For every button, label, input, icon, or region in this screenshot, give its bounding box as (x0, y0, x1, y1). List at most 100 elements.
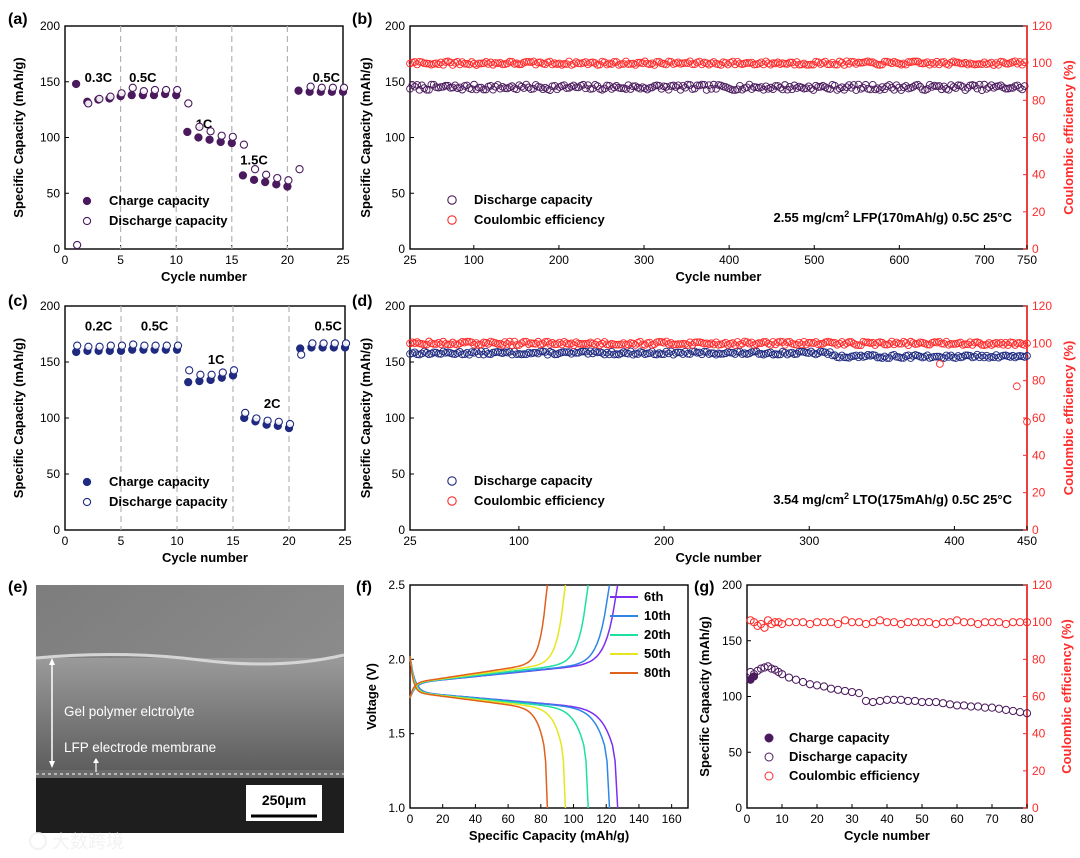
x-tick-label: 400 (719, 253, 739, 267)
discharge-point (184, 99, 193, 108)
coulombic-efficiency-point (999, 340, 1008, 349)
discharge-point (970, 352, 979, 361)
discharge-point (531, 81, 540, 89)
coulombic-efficiency-point (472, 61, 481, 69)
coulombic-efficiency-point (747, 58, 756, 67)
coulombic-efficiency-point (963, 340, 972, 349)
coulombic-efficiency-point (733, 58, 742, 66)
coulombic-efficiency-point (945, 618, 955, 627)
discharge-point (550, 350, 559, 359)
coulombic-efficiency-point (709, 58, 718, 66)
discharge-point (954, 81, 963, 90)
coulombic-efficiency-point (463, 337, 471, 346)
coulombic-efficiency-point (413, 338, 421, 346)
discharge-point (117, 341, 127, 350)
coulombic-efficiency-point (560, 337, 569, 346)
discharge-point (861, 352, 870, 361)
coulombic-efficiency-point (925, 60, 934, 69)
discharge-point (662, 83, 671, 91)
discharge-point (931, 697, 941, 707)
discharge-point (422, 85, 431, 94)
charge-point (194, 133, 203, 142)
discharge-point (643, 85, 652, 94)
discharge-point (529, 349, 538, 357)
discharge-point (572, 349, 580, 357)
discharge-point (821, 348, 830, 357)
discharge-point (883, 354, 891, 362)
y-tick-label: 50 (729, 745, 743, 759)
charge-point (749, 672, 759, 681)
discharge-point (95, 94, 104, 104)
discharge-point (674, 81, 683, 90)
coulombic-efficiency-point (498, 340, 507, 349)
discharge-point (541, 83, 550, 92)
coulombic-efficiency-point (1001, 619, 1011, 629)
discharge-point (669, 81, 678, 90)
discharge-point (308, 339, 317, 348)
discharge-point (932, 352, 941, 361)
discharge-point (776, 83, 785, 92)
discharge-point (517, 350, 526, 359)
coulombic-efficiency-point (792, 58, 801, 66)
discharge-point (781, 81, 789, 89)
discharge-point (676, 348, 685, 357)
x-axis-title: Cycle number (676, 550, 762, 565)
coulombic-efficiency-point (434, 60, 443, 69)
discharge-point (892, 352, 901, 361)
coulombic-efficiency-point (937, 339, 946, 348)
discharge-point (866, 85, 875, 94)
coulombic-efficiency-point (728, 57, 737, 66)
discharge-point (777, 670, 787, 679)
rate-label: 1C (208, 352, 225, 367)
coulombic-efficiency-point (1022, 618, 1032, 627)
legend-label-discharge: Discharge capacity (474, 473, 593, 488)
x-tick-label: 5 (117, 253, 124, 267)
coulombic-efficiency-point (622, 340, 630, 349)
coulombic-efficiency-point (875, 616, 885, 625)
discharge-point (738, 85, 747, 94)
discharge-point (72, 240, 82, 250)
coulombic-efficiency-point (923, 340, 932, 349)
discharge-point (195, 122, 204, 131)
y-axis-title: Specific Capacity (mAh/g) (11, 57, 26, 217)
coulombic-efficiency-point (997, 338, 1005, 347)
discharge-point (757, 83, 766, 91)
legend-label-ce: Coulombic efficiency (789, 768, 921, 783)
x-tick-label: 80 (534, 812, 548, 826)
discharge-point (413, 81, 421, 89)
x-tick-label: 25 (403, 534, 417, 548)
discharge-point (924, 697, 934, 707)
discharge-point (510, 347, 519, 356)
discharge-point (999, 351, 1008, 360)
coulombic-efficiency-point (584, 60, 592, 69)
coulombic-efficiency-point (989, 61, 998, 69)
legend-marker-charge (82, 477, 92, 487)
coulombic-efficiency-point (693, 338, 701, 347)
coulombic-efficiency-point (909, 57, 917, 66)
coulombic-efficiency-point (638, 59, 647, 68)
discharge-point (612, 82, 621, 90)
coulombic-efficiency-point (885, 340, 894, 348)
coulombic-efficiency-point (800, 59, 808, 68)
discharge-point (285, 419, 295, 429)
coulombic-efficiency-point (783, 338, 792, 346)
legend-marker-charge (764, 733, 774, 743)
discharge-point (966, 702, 976, 711)
discharge-point (455, 83, 464, 92)
discharge-point (162, 341, 171, 350)
discharge-point (910, 696, 920, 706)
discharge-point (975, 80, 984, 89)
discharge-point (1020, 82, 1029, 90)
panel-f: 0 20 40 60 80 100 120 140 160 1.0 1.5 2.0 2.5 Specifi… (364, 578, 689, 843)
discharge-point (693, 348, 701, 357)
y2-tick-label: 60 (1032, 690, 1046, 704)
discharge-point (1006, 84, 1015, 92)
y2-axis-title: Coulombic efficiency (%) (1061, 341, 1076, 496)
discharge-point (807, 84, 815, 93)
discharge-point (973, 350, 982, 359)
coulombic-efficiency-point (913, 57, 922, 66)
coulombic-efficiency-point (600, 58, 609, 67)
y-tick-label: 0 (735, 801, 742, 815)
coulombic-efficiency-point (626, 60, 635, 68)
discharge-point (274, 417, 283, 426)
